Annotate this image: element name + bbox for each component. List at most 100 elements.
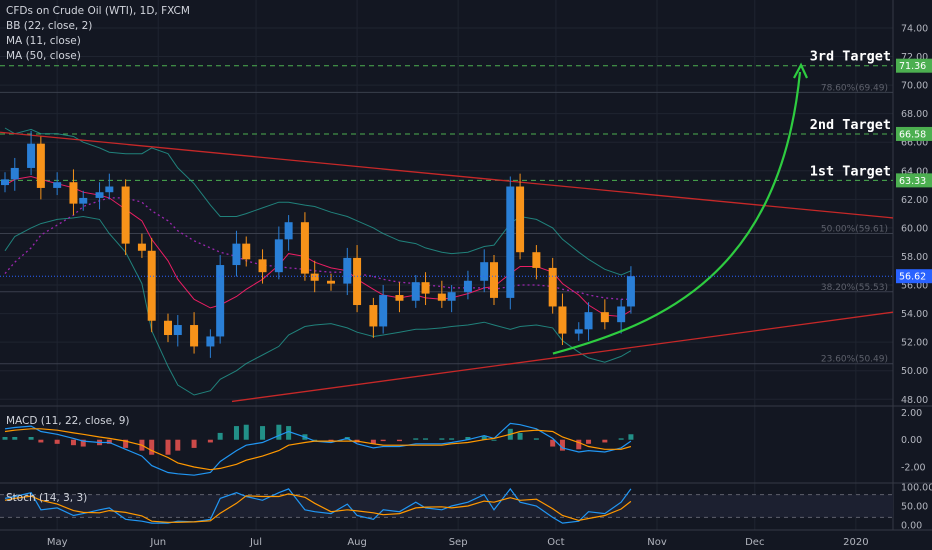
candle-body bbox=[69, 182, 78, 204]
stoch-tick-label: 0.00 bbox=[901, 520, 922, 531]
candle-body bbox=[284, 222, 293, 240]
candle-body bbox=[164, 320, 172, 336]
target-label: 2nd Target bbox=[810, 117, 891, 133]
candle-body bbox=[411, 282, 420, 301]
macd-histogram-bar bbox=[276, 424, 282, 440]
date-tick-label: May bbox=[47, 537, 68, 548]
macd-tick-label: 2.00 bbox=[901, 408, 922, 419]
price-tick-label: 48.00 bbox=[901, 395, 928, 406]
price-tick-label: 54.00 bbox=[901, 309, 928, 320]
projection-arrow-line bbox=[552, 71, 802, 355]
candle-body bbox=[27, 143, 36, 168]
price-tick-label: 68.00 bbox=[901, 109, 928, 120]
ma50-line bbox=[4, 197, 631, 300]
candle-body bbox=[353, 257, 362, 306]
macd-histogram-bar bbox=[233, 426, 239, 440]
candle-body bbox=[79, 197, 88, 204]
macd-histogram-bar bbox=[491, 439, 497, 441]
target-levels: 3rd Target 2nd Target 1st Target bbox=[0, 49, 893, 181]
macd-histogram-bar bbox=[286, 426, 292, 440]
target-price-tag-label: 63.33 bbox=[899, 176, 926, 187]
fib-label: 38.20%(55.53) bbox=[821, 283, 888, 293]
macd-histogram-bar bbox=[80, 439, 86, 447]
macd-histogram-bar bbox=[106, 439, 112, 444]
legend-symbol: CFDs on Crude Oil (WTI), 1D, FXCM bbox=[6, 5, 190, 17]
date-tick-label: Nov bbox=[647, 537, 667, 548]
macd-histogram-bar bbox=[38, 439, 44, 443]
macd-histogram-bar bbox=[517, 432, 523, 440]
candle-body bbox=[105, 186, 114, 193]
candle-body bbox=[1, 179, 9, 186]
macd-histogram-bar bbox=[260, 426, 266, 440]
date-tick-label: 2020 bbox=[843, 537, 868, 548]
candle-body bbox=[626, 276, 635, 307]
bb-upper-line bbox=[4, 127, 632, 276]
candle-body bbox=[506, 186, 515, 298]
macd-histogram-bar bbox=[559, 439, 565, 451]
signal-line bbox=[4, 428, 632, 471]
candle-body bbox=[548, 267, 557, 307]
candlesticks bbox=[1, 130, 635, 358]
macd-histogram-bar bbox=[312, 439, 318, 441]
price-tick-label: 62.00 bbox=[901, 195, 928, 206]
candle-body bbox=[274, 239, 283, 273]
price-tick-label: 58.00 bbox=[901, 252, 928, 263]
legend-bb: BB (22, close, 2) bbox=[6, 20, 93, 32]
stoch-d-line bbox=[4, 493, 632, 523]
macd-histogram-bar bbox=[439, 438, 445, 440]
candle-body bbox=[369, 305, 378, 327]
macd-histogram-bar bbox=[175, 439, 181, 451]
macd-histogram-bar bbox=[481, 435, 487, 440]
fib-label: 78.60%(69.49) bbox=[821, 83, 888, 93]
macd-histogram-bar bbox=[602, 439, 608, 443]
date-tick-label: Dec bbox=[745, 537, 764, 548]
candle-body bbox=[327, 280, 335, 284]
macd-tick-label: 0.00 bbox=[901, 435, 922, 446]
candle-body bbox=[10, 167, 19, 180]
candle-body bbox=[95, 192, 104, 198]
date-tick-label: Aug bbox=[347, 537, 367, 548]
macd-histogram-bar bbox=[465, 437, 471, 440]
macd-histogram-bar bbox=[628, 434, 634, 440]
candle-body bbox=[463, 280, 472, 293]
price-tick-label: 66.00 bbox=[901, 138, 928, 149]
macd-histogram-bar bbox=[149, 439, 155, 455]
macd-tick-label: -2.00 bbox=[901, 463, 926, 474]
target-price-tag-label: 66.58 bbox=[899, 129, 926, 140]
price-tick-label: 60.00 bbox=[901, 223, 928, 234]
macd-histogram-bar bbox=[449, 438, 455, 440]
candle-body bbox=[584, 312, 593, 330]
candle-body bbox=[395, 295, 404, 301]
target-price-tag bbox=[896, 173, 932, 188]
date-tick-label: Oct bbox=[547, 537, 564, 548]
fibonacci-levels: 78.60%(69.49) 50.00%(59.61) 38.20%(55.53) 2… bbox=[0, 83, 893, 365]
candle-body bbox=[206, 336, 215, 347]
projection-arrow-head bbox=[793, 62, 808, 79]
candle-body bbox=[53, 182, 62, 188]
candle-body bbox=[437, 293, 446, 301]
candle-body bbox=[421, 282, 430, 294]
resistance-trendline bbox=[0, 131, 894, 219]
candle-body bbox=[447, 292, 456, 301]
stoch-title: Stoch (14, 3, 3) bbox=[6, 492, 88, 504]
candle-body bbox=[242, 243, 251, 260]
candle-body bbox=[300, 222, 309, 274]
macd-histogram-bar bbox=[191, 439, 197, 448]
target-price-tag-label: 71.36 bbox=[899, 61, 926, 72]
price-tick-label: 50.00 bbox=[901, 366, 928, 377]
candle-body bbox=[532, 252, 541, 268]
price-tick-label: 56.00 bbox=[901, 281, 928, 292]
trendlines bbox=[0, 131, 894, 403]
stoch-tick-label: 50.00 bbox=[901, 502, 928, 513]
candle-body bbox=[36, 143, 45, 188]
target-label: 3rd Target bbox=[810, 49, 891, 65]
candle-body bbox=[574, 329, 583, 334]
candle-body bbox=[190, 325, 199, 347]
macd-histogram-bar bbox=[423, 438, 429, 440]
candle-body bbox=[121, 186, 130, 244]
candle-body bbox=[617, 306, 626, 323]
last-price-tag-label: 56.62 bbox=[899, 272, 926, 283]
stoch-panel bbox=[0, 487, 893, 524]
price-tags: 71.36 66.58 63.33 56.62 bbox=[0, 58, 932, 284]
